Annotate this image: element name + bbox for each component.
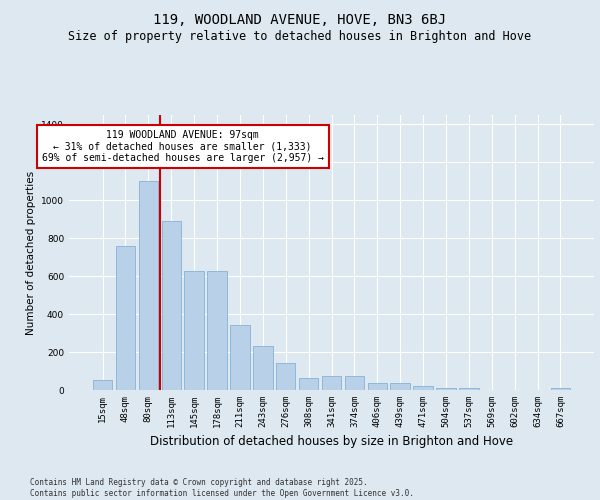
Bar xyxy=(253,346,272,390)
Bar xyxy=(413,386,433,390)
Bar xyxy=(184,270,204,390)
Text: Contains HM Land Registry data © Crown copyright and database right 2025.
Contai: Contains HM Land Registry data © Crown c… xyxy=(30,478,414,498)
Bar xyxy=(436,388,455,390)
Bar xyxy=(139,182,158,390)
Bar xyxy=(116,246,135,390)
Bar xyxy=(391,384,410,390)
Bar xyxy=(230,324,250,390)
Bar xyxy=(459,388,479,390)
Bar xyxy=(344,376,364,390)
Y-axis label: Number of detached properties: Number of detached properties xyxy=(26,170,35,334)
Text: Size of property relative to detached houses in Brighton and Hove: Size of property relative to detached ho… xyxy=(68,30,532,43)
Bar xyxy=(368,384,387,390)
Bar xyxy=(551,388,570,390)
Bar xyxy=(208,270,227,390)
Bar xyxy=(276,364,295,390)
Bar xyxy=(322,376,341,390)
X-axis label: Distribution of detached houses by size in Brighton and Hove: Distribution of detached houses by size … xyxy=(150,436,513,448)
Bar xyxy=(93,380,112,390)
Text: 119 WOODLAND AVENUE: 97sqm
← 31% of detached houses are smaller (1,333)
69% of s: 119 WOODLAND AVENUE: 97sqm ← 31% of deta… xyxy=(42,130,324,164)
Bar xyxy=(299,378,319,390)
Text: 119, WOODLAND AVENUE, HOVE, BN3 6BJ: 119, WOODLAND AVENUE, HOVE, BN3 6BJ xyxy=(154,12,446,26)
Bar xyxy=(161,221,181,390)
